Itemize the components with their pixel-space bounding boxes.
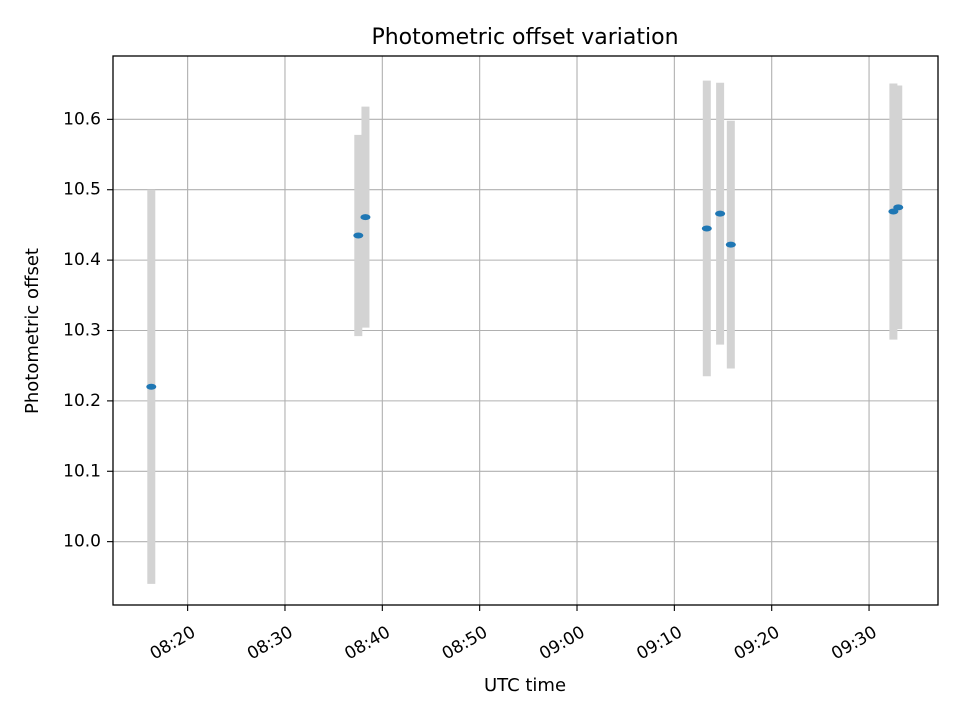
y-tick-label: 10.6 (63, 109, 101, 129)
data-point (353, 232, 364, 239)
data-points (146, 204, 904, 390)
data-point (888, 208, 899, 215)
x-axis-label: UTC time (484, 675, 566, 696)
y-tick-label: 10.5 (63, 180, 101, 200)
y-axis-label: Photometric offset (22, 248, 43, 414)
y-tick-label: 10.0 (63, 532, 101, 552)
y-tick-label: 10.1 (63, 461, 101, 481)
data-point (360, 214, 371, 221)
y-tick-label: 10.2 (63, 391, 101, 411)
data-point (893, 204, 904, 211)
y-tick-label: 10.4 (63, 250, 101, 270)
chart-title: Photometric offset variation (371, 25, 678, 50)
data-point (146, 383, 157, 390)
y-tick-label: 10.3 (63, 321, 101, 341)
data-point (715, 210, 726, 217)
data-point (725, 241, 736, 248)
grid (113, 56, 938, 605)
y-axis-ticks: 10.0 10.1 10.2 10.3 10.4 10.5 10.6 (63, 109, 113, 552)
data-point (701, 225, 712, 232)
